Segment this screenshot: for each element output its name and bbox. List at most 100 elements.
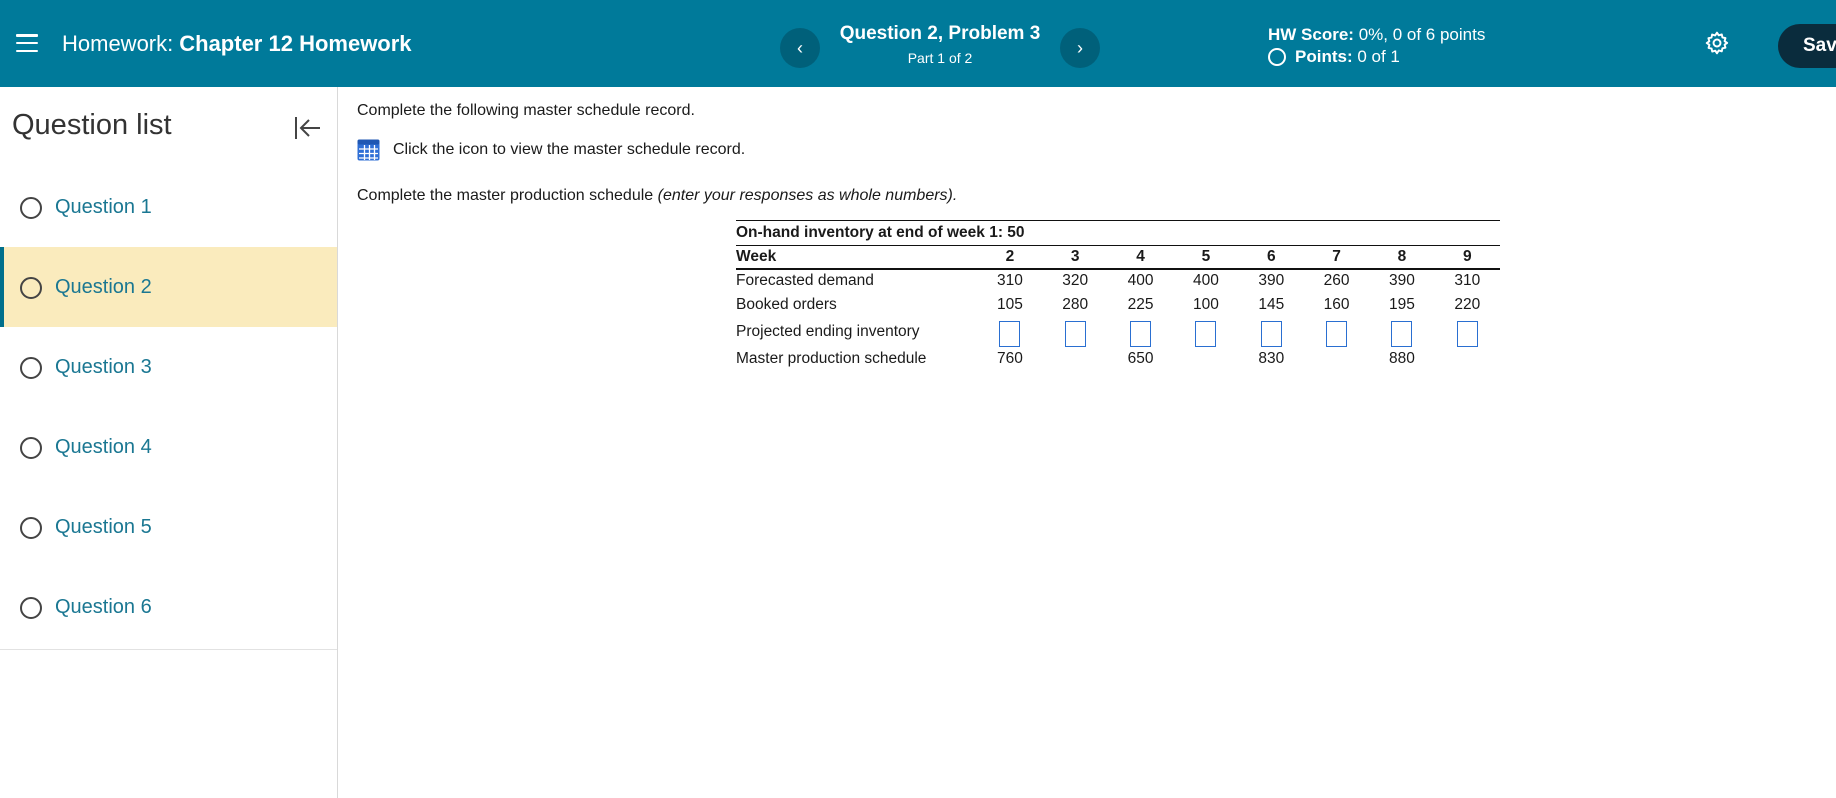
homework-label: Homework:	[62, 31, 174, 56]
answer-input[interactable]	[1130, 320, 1152, 347]
question-item-3[interactable]: Question 3	[0, 327, 337, 407]
table-cell: 100	[1192, 295, 1219, 313]
hw-score: HW Score: 0%, 0 of 6 points	[1268, 24, 1485, 46]
circle-icon	[1268, 48, 1286, 66]
homework-title: Homework: Chapter 12 Homework	[62, 30, 412, 58]
question-item-4[interactable]: Question 4	[0, 407, 337, 487]
question-item-label: Question 4	[55, 436, 152, 458]
circle-icon	[20, 357, 42, 379]
save-button[interactable]: Sav	[1778, 24, 1836, 68]
table-cell: 400	[1127, 272, 1154, 289]
view-record-text: Click the icon to view the master schedu…	[393, 141, 746, 158]
answer-input[interactable]	[1064, 320, 1086, 347]
week-cell: 5	[1173, 245, 1239, 270]
table-cell: 310	[996, 272, 1023, 289]
top-bar: Homework: Chapter 12 Homework ‹ Question …	[0, 0, 1836, 87]
table-cell	[1239, 317, 1304, 347]
response-instruction-text: Complete the master production schedule	[357, 187, 654, 204]
question-item-2[interactable]: Question 2	[0, 247, 337, 327]
row-label: Projected ending inventory	[736, 322, 920, 340]
answer-input[interactable]	[1456, 320, 1478, 347]
table-cell: 145	[1258, 295, 1285, 313]
table-cell: 260	[1323, 272, 1350, 289]
week-cell: 8	[1369, 245, 1435, 270]
question-item-label: Question 5	[55, 516, 152, 538]
table-cell: 880	[1389, 349, 1415, 367]
next-question-button[interactable]: ›	[1060, 28, 1100, 68]
chevron-left-icon: ‹	[797, 38, 803, 58]
points-label: Points:	[1295, 47, 1353, 66]
table-cell: 650	[1127, 349, 1154, 367]
homework-name: Chapter 12 Homework	[179, 31, 412, 56]
table-cell: 160	[1323, 295, 1350, 313]
question-list-sidebar: Question list Question 1 Question 2 Ques…	[0, 87, 338, 798]
table-cell: 320	[1062, 272, 1089, 289]
table-cell	[1108, 317, 1173, 347]
table-row: Projected ending inventory	[736, 317, 1500, 347]
circle-icon	[20, 597, 42, 619]
circle-icon	[20, 197, 42, 219]
table-grid-icon[interactable]	[357, 139, 380, 161]
points-value: 0 of 1	[1357, 47, 1400, 66]
table-cell: 390	[1389, 272, 1415, 289]
table-cell: 220	[1454, 295, 1481, 313]
hw-score-value: 0%, 0 of 6 points	[1358, 25, 1486, 44]
view-record-row: Click the icon to view the master schedu…	[357, 139, 745, 161]
instruction-text: Complete the following master schedule r…	[357, 102, 695, 119]
table-row: Master production schedule 760 650 830 8…	[736, 347, 1500, 371]
table-cell	[1043, 347, 1108, 371]
circle-icon	[20, 277, 42, 299]
row-label: Forecasted demand	[736, 272, 874, 289]
sidebar-divider	[0, 649, 337, 650]
question-item-label: Question 2	[55, 276, 152, 298]
answer-input[interactable]	[1326, 320, 1348, 347]
table-cell	[1173, 317, 1238, 347]
circle-icon	[20, 437, 42, 459]
row-label: Booked orders	[736, 295, 837, 313]
inventory-caption: On-hand inventory at end of week 1: 50	[736, 220, 1500, 246]
table-cell	[1304, 347, 1369, 371]
table-header-row: Week 2 3 4 5 6 7 8 9	[736, 245, 1500, 270]
collapse-left-icon[interactable]	[292, 113, 322, 143]
table-cell: 400	[1192, 272, 1219, 289]
table-cell: 390	[1258, 272, 1285, 289]
table-cell	[1435, 347, 1500, 371]
master-schedule-table: On-hand inventory at end of week 1: 50 W…	[736, 220, 1500, 371]
points: Points: 0 of 1	[1268, 46, 1485, 68]
answer-input[interactable]	[1391, 320, 1413, 347]
gear-icon[interactable]	[1704, 30, 1730, 56]
table-cell	[1435, 317, 1500, 347]
table-cell	[1043, 317, 1108, 347]
question-list-title: Question list	[12, 109, 172, 141]
question-title: Question 2, Problem 3	[839, 23, 1041, 44]
circle-icon	[20, 517, 42, 539]
hw-score-label: HW Score:	[1268, 25, 1354, 44]
week-cell: 4	[1107, 245, 1174, 270]
week-cell: 3	[1042, 245, 1108, 270]
table-cell	[977, 317, 1042, 347]
question-list: Question 1 Question 2 Question 3 Questio…	[0, 167, 337, 647]
table-cell: 760	[996, 349, 1023, 367]
week-cell: 2	[977, 245, 1043, 270]
question-item-1[interactable]: Question 1	[0, 167, 337, 247]
question-item-6[interactable]: Question 6	[0, 567, 337, 647]
question-item-label: Question 6	[55, 596, 152, 618]
score-panel: HW Score: 0%, 0 of 6 points Points: 0 of…	[1268, 24, 1485, 68]
question-item-label: Question 1	[55, 196, 152, 218]
week-cell: 7	[1303, 245, 1370, 270]
question-item-5[interactable]: Question 5	[0, 487, 337, 567]
row-label: Master production schedule	[736, 349, 927, 367]
previous-question-button[interactable]: ‹	[780, 28, 820, 68]
answer-input[interactable]	[999, 320, 1021, 347]
week-cell: 6	[1238, 245, 1304, 270]
answer-input[interactable]	[1195, 320, 1217, 347]
table-caption-row: On-hand inventory at end of week 1: 50	[736, 220, 1500, 246]
answer-input[interactable]	[1260, 320, 1282, 347]
table-cell: 225	[1127, 295, 1154, 313]
table-cell	[1369, 317, 1434, 347]
hamburger-icon[interactable]	[16, 34, 38, 52]
table-cell: 105	[996, 295, 1023, 313]
question-content: Complete the following master schedule r…	[357, 87, 1817, 787]
table-cell: 310	[1454, 272, 1481, 289]
table-row: Forecasted demand 310 320 400 400 390 26…	[736, 269, 1500, 293]
